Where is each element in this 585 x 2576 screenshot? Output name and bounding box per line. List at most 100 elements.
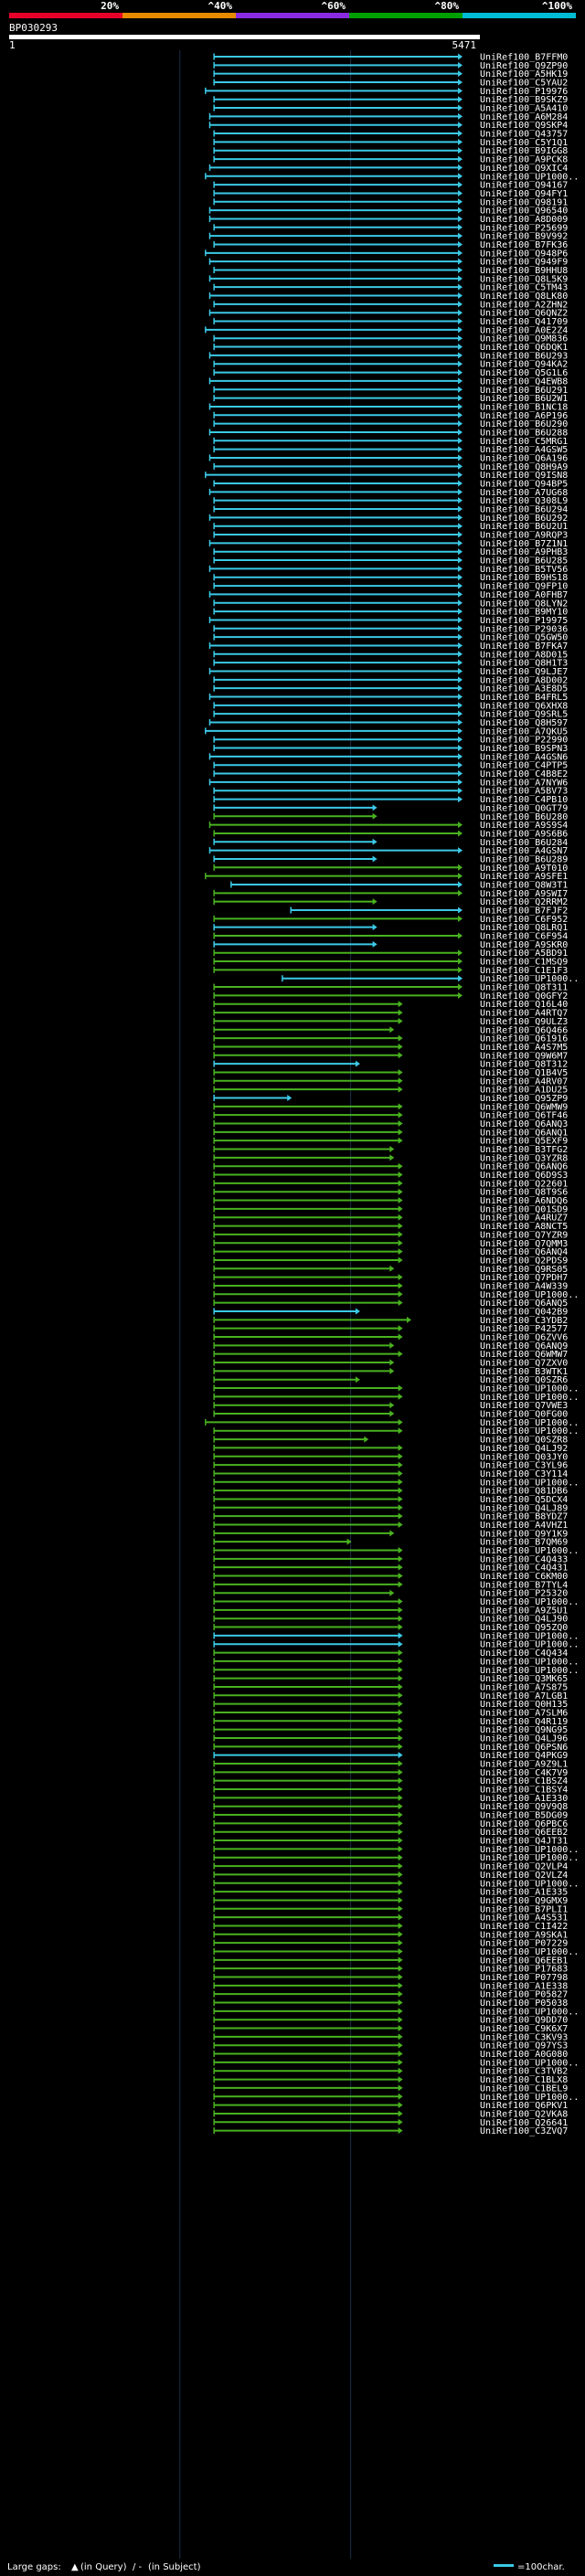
hit-accession[interactable]: UniRef100_Q8T9S6 xyxy=(480,1188,568,1198)
hit-accession[interactable]: UniRef100_Q6PBC6 xyxy=(480,1819,568,1829)
hit-accession[interactable]: UniRef100_C1BLX8 xyxy=(480,2075,568,2085)
hit-accession[interactable]: UniRef100_P42577 xyxy=(480,1324,568,1334)
hit-accession[interactable]: UniRef100_Q0GFY2 xyxy=(480,991,568,1002)
hit-accession[interactable]: UniRef100_Q9M836 xyxy=(480,334,568,345)
hit-accession[interactable]: UniRef100_Q6ANQ9 xyxy=(480,1341,568,1352)
hit-accession[interactable]: UniRef100_A7SLM6 xyxy=(480,1708,568,1718)
hit-accession[interactable]: UniRef100_Q0SZR6 xyxy=(480,1375,568,1385)
hit-accession[interactable]: UniRef100_P19975 xyxy=(480,616,568,626)
hit-accession[interactable]: UniRef100_A6M284 xyxy=(480,112,568,122)
hit-accession[interactable]: UniRef100_Q6EEB1 xyxy=(480,1956,568,1966)
hit-accession[interactable]: UniRef100_UP1000.. xyxy=(480,1478,579,1488)
hit-accession[interactable]: UniRef100_B7FFM0 xyxy=(480,53,568,63)
hit-accession[interactable]: UniRef100_UP1000.. xyxy=(480,1947,579,1957)
hit-accession[interactable]: UniRef100_C1BSY4 xyxy=(480,1786,568,1796)
hit-accession[interactable]: UniRef100_A4GSW5 xyxy=(480,445,568,455)
hit-accession[interactable]: UniRef100_A9Z5U1 xyxy=(480,1606,568,1616)
hit-accession[interactable]: UniRef100_Q6XHX8 xyxy=(480,701,568,711)
hit-accession[interactable]: UniRef100_Q0GT79 xyxy=(480,803,568,813)
hit-accession[interactable]: UniRef100_B6U2U1 xyxy=(480,522,568,532)
hit-accession[interactable]: UniRef100_Q9ISN8 xyxy=(480,471,568,481)
hit-accession[interactable]: UniRef100_UP1000.. xyxy=(480,172,579,182)
hit-accession[interactable]: UniRef100_Q6ANQ4 xyxy=(480,1247,568,1257)
hit-accession[interactable]: UniRef100_A9SFE1 xyxy=(480,872,568,882)
hit-accession[interactable]: UniRef100_Q16L40 xyxy=(480,1000,568,1010)
hit-accession[interactable]: UniRef100_P17683 xyxy=(480,1965,568,1975)
hit-accession[interactable]: UniRef100_C3ZVQ7 xyxy=(480,2126,568,2136)
hit-accession[interactable]: UniRef100_C1BSZ4 xyxy=(480,1776,568,1786)
hit-accession[interactable]: UniRef100_A9SKR0 xyxy=(480,940,568,950)
hit-accession[interactable]: UniRef100_Q5GW50 xyxy=(480,633,568,643)
hit-accession[interactable]: UniRef100_A0G080 xyxy=(480,2050,568,2060)
hit-accession[interactable]: UniRef100_B6U290 xyxy=(480,419,568,429)
hit-accession[interactable]: UniRef100_UP1000.. xyxy=(480,1657,579,1667)
hit-accession[interactable]: UniRef100_Q26641 xyxy=(480,2118,568,2128)
hit-accession[interactable]: UniRef100_Q948P6 xyxy=(480,249,568,259)
hit-accession[interactable]: UniRef100_Q9SRL5 xyxy=(480,710,568,720)
hit-accession[interactable]: UniRef100_Q2RRM2 xyxy=(480,897,568,907)
hit-accession[interactable]: UniRef100_B3TFG2 xyxy=(480,1145,568,1155)
hit-accession[interactable]: UniRef100_Q9NG95 xyxy=(480,1725,568,1735)
hit-accession[interactable]: UniRef100_P19976 xyxy=(480,87,568,97)
hit-accession[interactable]: UniRef100_C1I422 xyxy=(480,1922,568,1932)
hit-accession[interactable]: UniRef100_A8D015 xyxy=(480,650,568,660)
hit-accession[interactable]: UniRef100_A1DU25 xyxy=(480,1086,568,1096)
hit-accession[interactable]: UniRef100_C4PB10 xyxy=(480,795,568,805)
hit-accession[interactable]: UniRef100_C5TM43 xyxy=(480,283,568,293)
hit-accession[interactable]: UniRef100_A4RUZ7 xyxy=(480,1214,568,1224)
hit-accession[interactable]: UniRef100_Q7QMM3 xyxy=(480,1239,568,1249)
hit-accession[interactable]: UniRef100_Q9Y1K9 xyxy=(480,1529,568,1539)
hit-accession[interactable]: UniRef100_P05038 xyxy=(480,1998,568,2009)
hit-accession[interactable]: UniRef100_Q2VLZ4 xyxy=(480,1871,568,1881)
hit-accession[interactable]: UniRef100_Q5DCX4 xyxy=(480,1495,568,1505)
hit-accession[interactable]: UniRef100_Q95ZQ0 xyxy=(480,1623,568,1633)
hit-accession[interactable]: UniRef100_A4RV07 xyxy=(480,1076,568,1087)
hit-accession[interactable]: UniRef100_Q41709 xyxy=(480,317,568,327)
hit-accession[interactable]: UniRef100_Q6ANQ5 xyxy=(480,1299,568,1309)
hit-accession[interactable]: UniRef100_C4Q433 xyxy=(480,1554,568,1564)
hit-accession[interactable]: UniRef100_Q8T311 xyxy=(480,983,568,993)
hit-accession[interactable]: UniRef100_P07229 xyxy=(480,1939,568,1949)
hit-accession[interactable]: UniRef100_A4GSN7 xyxy=(480,846,568,856)
hit-accession[interactable]: UniRef100_B3WTK1 xyxy=(480,1367,568,1377)
hit-accession[interactable]: UniRef100_UP1000.. xyxy=(480,2093,579,2103)
hit-accession[interactable]: UniRef100_Q8T312 xyxy=(480,1060,568,1070)
hit-accession[interactable]: UniRef100_C6F954 xyxy=(480,932,568,942)
hit-accession[interactable]: UniRef100_A5A410 xyxy=(480,104,568,114)
hit-accession[interactable]: UniRef100_Q7VWE3 xyxy=(480,1401,568,1411)
hit-accession[interactable]: UniRef100_A8D009 xyxy=(480,215,568,225)
hit-accession[interactable]: UniRef100_B6U284 xyxy=(480,838,568,848)
hit-accession[interactable]: UniRef100_A5HK19 xyxy=(480,69,568,80)
hit-accession[interactable]: UniRef100_Q6EEB2 xyxy=(480,1828,568,1838)
hit-accession[interactable]: UniRef100_B7TYL4 xyxy=(480,1580,568,1590)
hit-accession[interactable]: UniRef100_Q9RS05 xyxy=(480,1265,568,1275)
hit-accession[interactable]: UniRef100_A8D002 xyxy=(480,675,568,685)
hit-accession[interactable]: UniRef100_Q95ZP9 xyxy=(480,1094,568,1104)
hit-accession[interactable]: UniRef100_Q1B4V5 xyxy=(480,1068,568,1078)
hit-accession[interactable]: UniRef100_B6U285 xyxy=(480,557,568,567)
hit-accession[interactable]: UniRef100_A7NYW6 xyxy=(480,778,568,788)
hit-accession[interactable]: UniRef100_Q6Q466 xyxy=(480,1025,568,1035)
hit-accession[interactable]: UniRef100_Q4R119 xyxy=(480,1717,568,1727)
hit-accession[interactable]: UniRef100_P25320 xyxy=(480,1589,568,1599)
hit-accession[interactable]: UniRef100_Q94BP5 xyxy=(480,480,568,490)
hit-accession[interactable]: UniRef100_A6P196 xyxy=(480,411,568,421)
hit-accession[interactable]: UniRef100_UP1000.. xyxy=(480,1384,579,1394)
hit-accession[interactable]: UniRef100_Q8LRQ1 xyxy=(480,923,568,933)
hit-accession[interactable]: UniRef100_Q2VKA8 xyxy=(480,2109,568,2119)
hit-accession[interactable]: UniRef100_B9IGG8 xyxy=(480,146,568,156)
hit-accession[interactable]: UniRef100_Q0H135 xyxy=(480,1700,568,1710)
hit-accession[interactable]: UniRef100_UP1000.. xyxy=(480,1393,579,1403)
hit-accession[interactable]: UniRef100_B9HS18 xyxy=(480,573,568,583)
hit-accession[interactable]: UniRef100_UP1000.. xyxy=(480,1640,579,1650)
hit-accession[interactable]: UniRef100_UP1000.. xyxy=(480,1845,579,1855)
hit-accession[interactable]: UniRef100_P29036 xyxy=(480,624,568,634)
hit-accession[interactable]: UniRef100_Q9SKP4 xyxy=(480,121,568,131)
hit-accession[interactable]: UniRef100_C1E1F3 xyxy=(480,966,568,976)
hit-accession[interactable]: UniRef100_A3E8D5 xyxy=(480,684,568,694)
hit-accession[interactable]: UniRef100_B9SPN3 xyxy=(480,744,568,754)
hit-accession[interactable]: UniRef100_A7QKU5 xyxy=(480,726,568,737)
hit-accession[interactable]: UniRef100_P22990 xyxy=(480,736,568,746)
hit-accession[interactable]: UniRef100_A7S875 xyxy=(480,1682,568,1692)
hit-accession[interactable]: UniRef100_Q5G1L6 xyxy=(480,368,568,378)
